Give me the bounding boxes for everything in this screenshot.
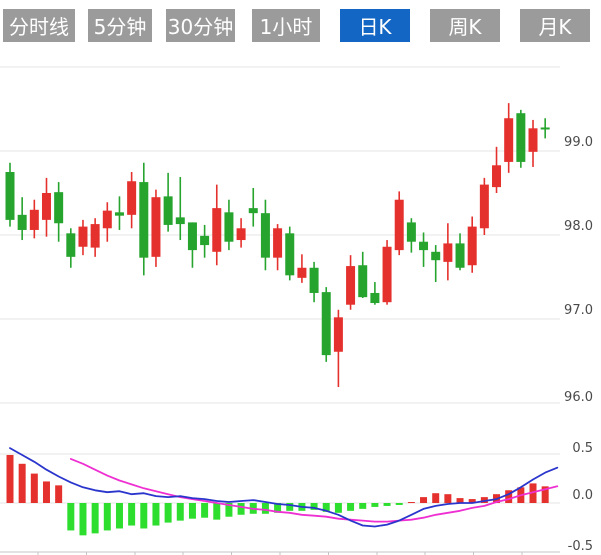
macd-axis-label-pos: 0.5 (572, 441, 593, 456)
tab-1hour[interactable]: 1小时 (252, 9, 320, 42)
price-axis-label-96: 96.0 (564, 390, 593, 405)
price-axis-label-98: 98.0 (564, 219, 593, 234)
tab-30min[interactable]: 30分钟 (166, 9, 235, 42)
interval-tabbar: 分时线 5分钟 30分钟 1小时 日K 周K 月K (0, 0, 601, 45)
tab-weekly-k[interactable]: 周K (430, 9, 500, 42)
tab-5min[interactable]: 5分钟 (88, 9, 152, 42)
tab-daily-k[interactable]: 日K (340, 9, 410, 42)
tab-timeline[interactable]: 分时线 (3, 9, 75, 42)
chart-area: 99.0 98.0 97.0 96.0 0.5 0.0 -0.5 (0, 45, 601, 555)
tab-monthly-k[interactable]: 月K (520, 9, 590, 42)
candlestick-macd-chart (0, 66, 560, 555)
macd-axis-label-neg: -0.5 (567, 539, 593, 554)
price-axis-label-97: 97.0 (564, 303, 593, 318)
price-axis-label-99: 99.0 (564, 135, 593, 150)
macd-axis-label-zero: 0.0 (572, 488, 593, 503)
